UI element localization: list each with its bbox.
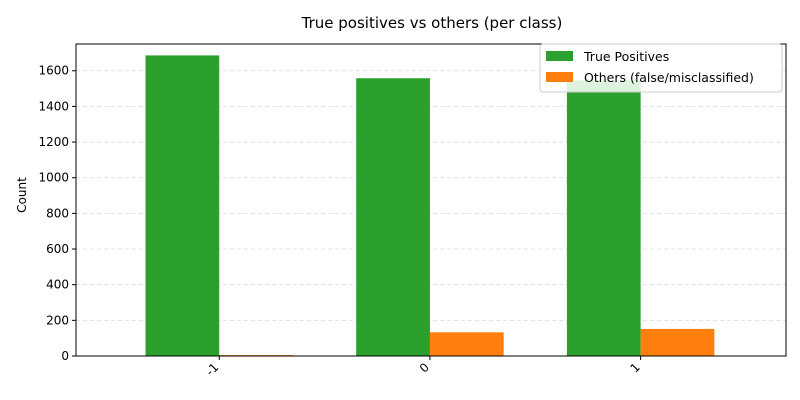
- bar-true-positives-class--1: [145, 55, 220, 357]
- x-tick-label: 0: [417, 360, 432, 375]
- plot-frame: [75, 43, 787, 357]
- y-tick-label: 800: [46, 206, 69, 220]
- y-tick-label: 1400: [38, 99, 69, 113]
- bars: [145, 55, 715, 357]
- y-tick-label: 600: [46, 242, 69, 256]
- legend-box: [539, 43, 783, 93]
- y-axis-label: Count: [15, 177, 29, 213]
- legend-swatch: [546, 51, 573, 61]
- x-ticks: -1 0 1: [203, 356, 643, 379]
- bar-others-class-0: [429, 332, 504, 356]
- y-tick-label: 1000: [38, 171, 69, 185]
- bar-true-positives-class-0: [356, 78, 430, 356]
- y-tick-label: 1600: [38, 64, 69, 78]
- legend: True Positives Others (false/misclassifie…: [539, 43, 783, 93]
- x-tick-label: -1: [203, 360, 221, 378]
- y-tick-label: 1200: [38, 135, 69, 149]
- bar-others-class-1: [640, 328, 715, 356]
- axes: [75, 43, 787, 357]
- x-tick-label: 1: [627, 360, 642, 375]
- y-ticks: 0 200 400 600 800 1000 1200 1400 1600: [38, 64, 76, 363]
- y-tick-label: 200: [46, 313, 69, 327]
- legend-entry: True Positives: [583, 49, 669, 64]
- bar-true-positives-class-1: [566, 80, 641, 356]
- y-tick-label: 400: [46, 278, 69, 292]
- legend-entry: Others (false/misclassified): [584, 70, 754, 85]
- chart-title: True positives vs others (per class): [301, 14, 563, 32]
- legend-swatch: [546, 72, 573, 82]
- y-tick-label: 0: [61, 349, 69, 363]
